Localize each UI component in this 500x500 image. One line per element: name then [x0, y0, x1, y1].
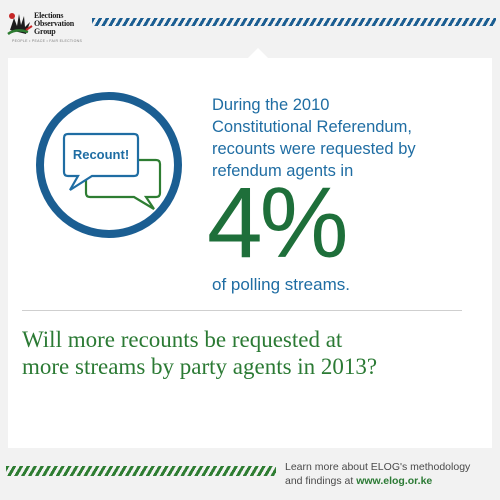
footer-stripe	[6, 466, 276, 476]
logo-wordmark: Elections Observation Group	[34, 12, 74, 36]
header-stripe	[92, 18, 496, 26]
footer-line2: and findings at www.elog.or.ke	[285, 474, 495, 488]
headline-line3: recounts were requested by	[212, 140, 416, 158]
headline-line2: Constitutional Referendum,	[212, 118, 412, 136]
recount-illustration: Recount!	[34, 90, 184, 240]
question: Will more recounts be requested at more …	[22, 326, 482, 380]
logo-line1: Elections	[34, 11, 64, 20]
hand-logo-icon	[7, 13, 33, 36]
headline-line1: During the 2010	[212, 96, 330, 114]
recount-label: Recount!	[72, 147, 130, 162]
stat-caption: of polling streams.	[212, 275, 350, 294]
footer-line1: Learn more about ELOG's methodology	[285, 461, 471, 473]
headline-line4: refendum agents in	[212, 162, 354, 180]
elog-logo[interactable]: Elections Observation Group PEOPLE • PEA…	[6, 8, 92, 43]
footer-text: Learn more about ELOG's methodology and …	[285, 460, 495, 488]
question-line1: Will more recounts be requested at	[22, 327, 343, 352]
logo-line3: Group	[34, 27, 56, 36]
header: Elections Observation Group PEOPLE • PEA…	[0, 0, 500, 46]
stat-value: 4%	[207, 167, 349, 279]
headline: During the 2010 Constitutional Referendu…	[212, 94, 482, 182]
logo-tagline: PEOPLE • PEACE • FAIR ELECTIONS	[12, 39, 83, 43]
footer-line2-prefix: and findings at	[285, 475, 357, 487]
info-card	[8, 48, 492, 448]
card-notch	[248, 48, 268, 58]
divider	[22, 310, 462, 311]
logo-line2: Observation	[34, 19, 75, 28]
website-link[interactable]: www.elog.or.ke	[356, 475, 433, 487]
speech-bubbles-icon	[36, 92, 182, 238]
footer: Learn more about ELOG's methodology and …	[0, 448, 500, 500]
question-line2: more streams by party agents in 2013?	[22, 354, 378, 379]
